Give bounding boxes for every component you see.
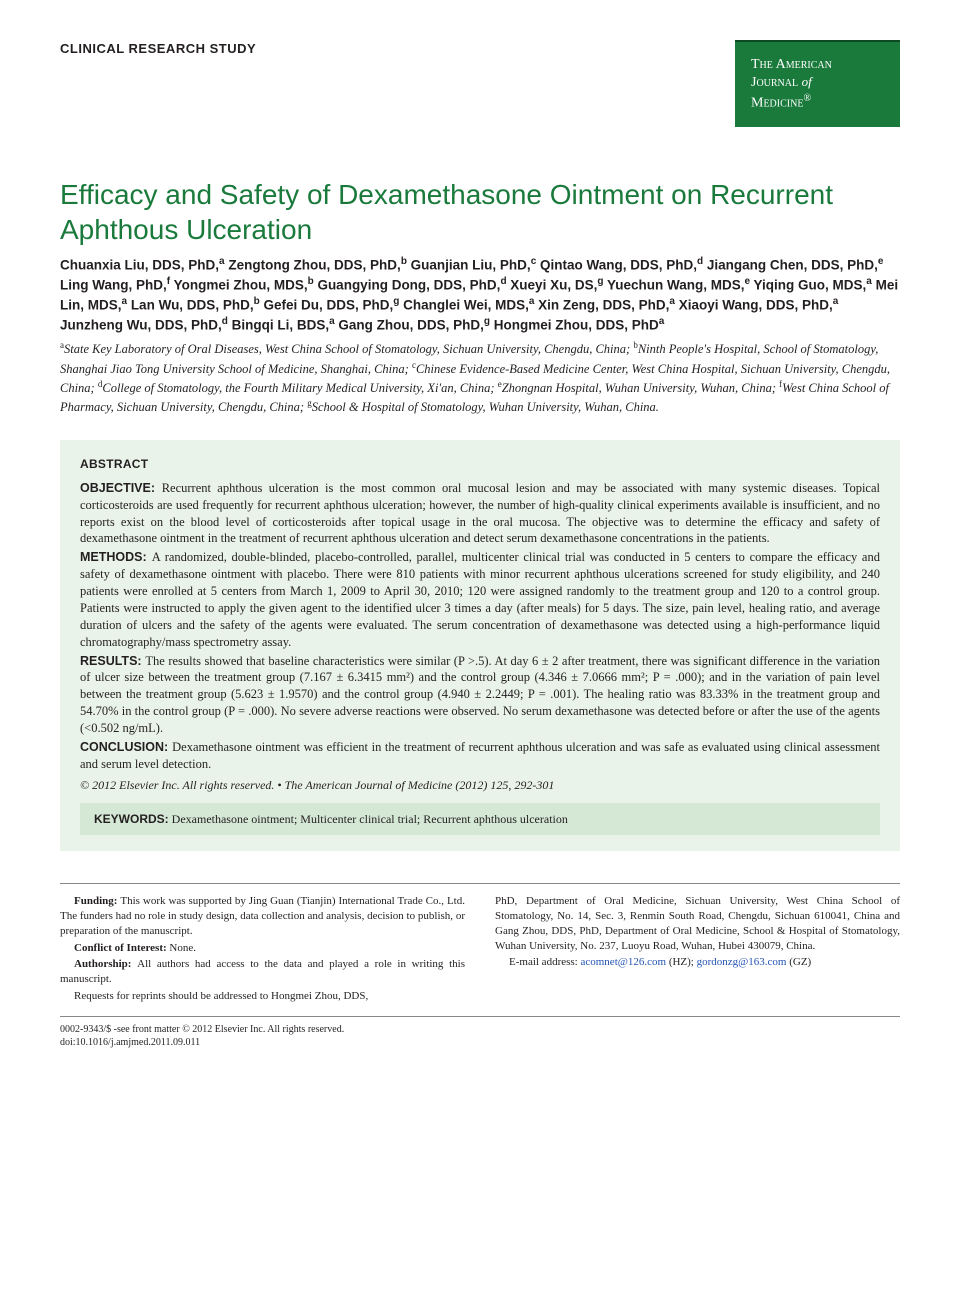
front-matter-line: 0002-9343/$ -see front matter © 2012 Els… [60,1023,900,1036]
abstract-section: METHODS: A randomized, double-blinded, p… [80,549,880,650]
journal-line3: Medicine [751,96,803,111]
abstract-section: RESULTS: The results showed that baselin… [80,653,880,737]
email-line: E-mail address: acomnet@126.com (HZ); go… [495,955,900,970]
footer-note: Authorship: All authors had access to th… [60,957,465,987]
email-2-suffix: (GZ) [789,956,811,968]
abstract-section-label: OBJECTIVE: [80,481,162,495]
journal-line1: The American [751,57,832,72]
page-header: CLINICAL RESEARCH STUDY The American Jou… [60,40,900,127]
footer-notes: Funding: This work was supported by Jing… [60,883,900,1006]
keywords-text: Dexamethasone ointment; Multicenter clin… [172,812,568,826]
footer-note-text: This work was supported by Jing Guan (Ti… [60,895,465,937]
journal-line2: Journal [751,75,798,90]
email-1-suffix: (HZ); [669,956,694,968]
abstract-box: ABSTRACT OBJECTIVE: Recurrent aphthous u… [60,440,900,851]
bottom-copyright: 0002-9343/$ -see front matter © 2012 Els… [60,1016,900,1049]
abstract-section-text: The results showed that baseline charact… [80,654,880,736]
abstract-section-text: A randomized, double-blinded, placebo-co… [80,550,880,648]
abstract-section: OBJECTIVE: Recurrent aphthous ulceration… [80,480,880,548]
footer-note-text: Requests for reprints should be addresse… [74,990,368,1002]
section-label: CLINICAL RESEARCH STUDY [60,40,256,58]
copyright-line: © 2012 Elsevier Inc. All rights reserved… [80,777,880,793]
abstract-section-text: Recurrent aphthous ulceration is the mos… [80,481,880,546]
article-title: Efficacy and Safety of Dexamethasone Oin… [60,177,900,247]
abstract-section-label: METHODS: [80,550,152,564]
registered-mark: ® [803,93,811,104]
authors-list: Chuanxia Liu, DDS, PhD,a Zengtong Zhou, … [60,255,900,335]
footer-note: Funding: This work was supported by Jing… [60,894,465,939]
footer-note: Conflict of Interest: None. [60,941,465,956]
email-link-1[interactable]: acomnet@126.com [580,956,666,968]
footer-note-text: None. [169,942,196,954]
abstract-section-label: RESULTS: [80,654,145,668]
footer-right-column: PhD, Department of Oral Medicine, Sichua… [495,894,900,1006]
footer-note-label: Funding: [74,895,120,907]
abstract-label: ABSTRACT [80,456,880,472]
journal-of: of [802,74,812,89]
footer-note: Requests for reprints should be addresse… [60,989,465,1004]
footer-note-label: Authorship: [74,958,137,970]
doi-line: doi:10.1016/j.amjmed.2011.09.011 [60,1036,900,1049]
email-link-2[interactable]: gordonzg@163.com [697,956,787,968]
journal-badge: The American Journal of Medicine® [735,40,900,127]
affiliations-list: aState Key Laboratory of Oral Diseases, … [60,339,900,415]
keywords-box: KEYWORDS: Dexamethasone ointment; Multic… [80,803,880,835]
abstract-section: CONCLUSION: Dexamethasone ointment was e… [80,739,880,773]
footer-note-label: Conflict of Interest: [74,942,169,954]
email-label: E-mail address: [509,956,578,968]
correspondence-address: PhD, Department of Oral Medicine, Sichua… [495,894,900,953]
abstract-section-label: CONCLUSION: [80,740,172,754]
footer-left-column: Funding: This work was supported by Jing… [60,894,465,1006]
abstract-section-text: Dexamethasone ointment was efficient in … [80,740,880,771]
keywords-label: KEYWORDS: [94,812,169,826]
